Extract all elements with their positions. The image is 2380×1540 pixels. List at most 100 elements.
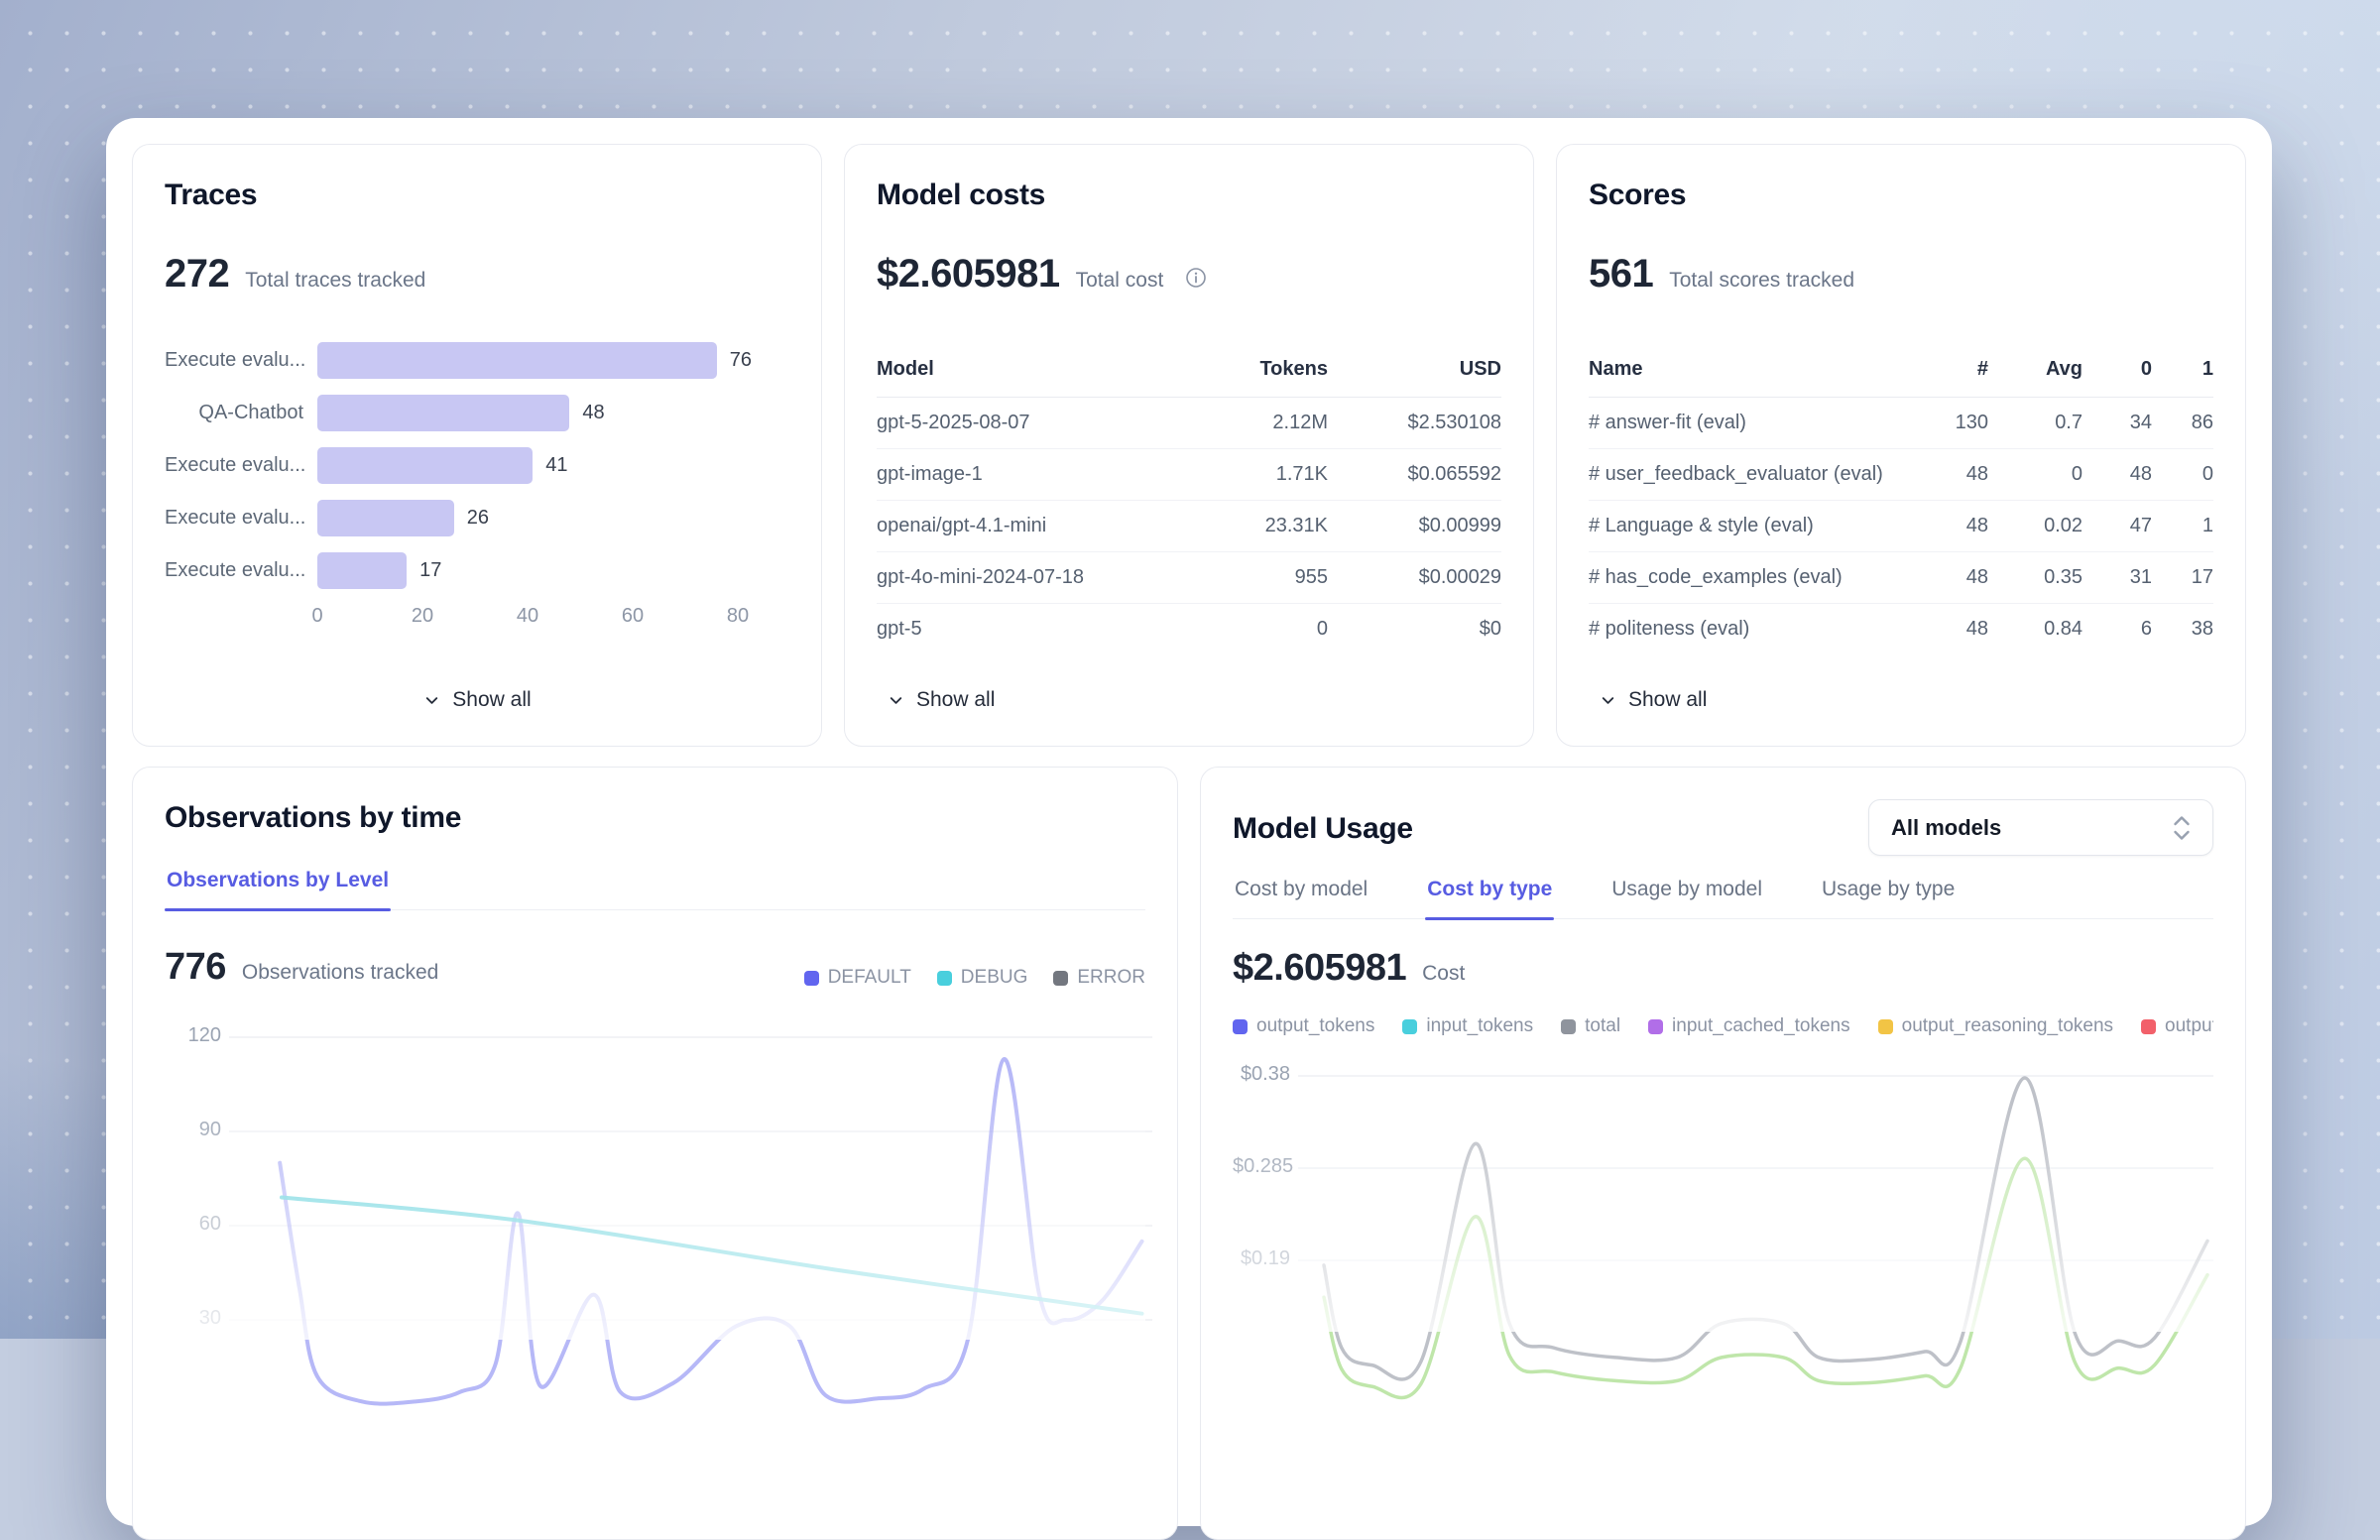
cell-name: # user_feedback_evaluator (eval) xyxy=(1589,463,1883,485)
cell-name: # has_code_examples (eval) xyxy=(1589,566,1843,588)
scores-title: Scores xyxy=(1589,178,1687,211)
col-model: Model xyxy=(877,358,934,380)
legend-item-debug: DEBUG xyxy=(936,967,1028,989)
legend-label: DEBUG xyxy=(960,967,1028,988)
y-axis-label: $0.19 xyxy=(1240,1247,1290,1269)
bar xyxy=(317,552,408,589)
cell-usd: $0.00999 xyxy=(1418,515,1501,536)
show-all-button[interactable]: Show all xyxy=(422,688,532,712)
cell-avg: 0.35 xyxy=(2044,566,2082,588)
model-usage-header: Model Usage All models xyxy=(1233,797,2213,856)
model-usage-chart: $0.38 $0.285 $0.19 xyxy=(1233,1051,2213,1400)
chevron-down-icon xyxy=(890,696,902,704)
table-header: Name # Avg 0 1 xyxy=(1589,358,2213,398)
observations-legend: DEFAULT DEBUG ERROR xyxy=(803,967,1145,989)
model-costs-stat: $2.605981 Total cost xyxy=(877,252,1501,296)
model-select[interactable]: All models xyxy=(1868,799,2213,856)
tab-cost-by-model[interactable]: Cost by model xyxy=(1233,878,1369,918)
cell-tokens: 1.71K xyxy=(1275,463,1328,485)
cell-one: 86 xyxy=(2191,412,2213,433)
bar-row: Execute evalu... 26 xyxy=(165,500,789,536)
cell-zero: 48 xyxy=(2129,463,2152,485)
table-row: # answer-fit (eval) 130 0.7 34 86 xyxy=(1589,398,2213,449)
cell-tokens: 2.12M xyxy=(1272,412,1328,433)
table-row: gpt-image-1 1.71K $0.065592 xyxy=(877,449,1501,501)
cell-tokens: 955 xyxy=(1294,566,1328,588)
bar xyxy=(317,395,570,431)
line-series-total xyxy=(1322,1076,2209,1381)
table-row: gpt-5 0 $0 xyxy=(877,604,1501,654)
tab-cost-by-type[interactable]: Cost by type xyxy=(1425,878,1555,920)
legend-item-output-tokens: output_tokens xyxy=(1233,1015,1374,1037)
cell-zero: 6 xyxy=(2140,618,2152,640)
cell-name: # Language & style (eval) xyxy=(1589,515,1814,536)
legend-label: output xyxy=(2165,1015,2213,1036)
observations-stat: 776 Observations tracked xyxy=(165,946,438,989)
traces-stat-label: Total traces tracked xyxy=(245,269,426,292)
cell-count: 48 xyxy=(1965,566,1988,588)
top-row: Traces 272 Total traces tracked Execute … xyxy=(132,144,2246,747)
y-axis-label: 90 xyxy=(198,1119,221,1140)
bar-category-label: Execute evalu... xyxy=(165,559,306,581)
model-usage-stat: $2.605981 Cost xyxy=(1233,947,2213,990)
info-icon[interactable] xyxy=(1185,267,1207,289)
model-costs-title: Model costs xyxy=(877,178,1046,211)
bar-category-label: QA-Chatbot xyxy=(198,402,303,423)
cell-zero: 31 xyxy=(2129,566,2152,588)
legend-label: DEFAULT xyxy=(827,967,911,988)
bar-category-label: Execute evalu... xyxy=(165,507,306,529)
x-axis-tick: 40 xyxy=(516,605,539,627)
cell-one: 0 xyxy=(2202,463,2213,485)
cell-zero: 34 xyxy=(2129,412,2152,433)
x-axis-tick: 0 xyxy=(311,605,323,627)
model-costs-stat-number: $2.605981 xyxy=(877,252,1060,296)
legend-label: output_reasoning_tokens xyxy=(1901,1015,2114,1036)
x-axis: 0 20 40 60 80 xyxy=(311,605,749,633)
tab-observations-by-level[interactable]: Observations by Level xyxy=(165,869,392,911)
legend-label: total xyxy=(1585,1015,1621,1036)
legend-swatch xyxy=(1561,1018,1577,1034)
legend-item-input-tokens: input_tokens xyxy=(1402,1015,1533,1037)
table-row: # has_code_examples (eval) 48 0.35 31 17 xyxy=(1589,552,2213,604)
y-axis-label: 60 xyxy=(198,1213,221,1235)
legend-swatch xyxy=(1402,1018,1418,1034)
cell-one: 17 xyxy=(2191,566,2213,588)
cell-name: # answer-fit (eval) xyxy=(1589,412,1746,433)
table-row: # Language & style (eval) 48 0.02 47 1 xyxy=(1589,501,2213,552)
y-axis-label: $0.38 xyxy=(1240,1063,1290,1085)
show-all-wrap: Show all xyxy=(877,688,1501,712)
col-count: # xyxy=(1976,358,1988,380)
x-axis-tick: 60 xyxy=(621,605,645,627)
tab-usage-by-type[interactable]: Usage by type xyxy=(1820,878,1957,918)
bar-row: QA-Chatbot 48 xyxy=(165,395,789,431)
show-all-label: Show all xyxy=(916,688,996,711)
y-axis-label: 120 xyxy=(187,1024,221,1046)
legend-label: ERROR xyxy=(1077,967,1145,988)
col-one: 1 xyxy=(2202,358,2213,380)
bar-value: 76 xyxy=(729,349,753,371)
cell-usd: $0 xyxy=(1479,618,1501,640)
bar-value: 26 xyxy=(466,507,490,529)
cell-tokens: 0 xyxy=(1316,618,1328,640)
model-usage-stat-number: $2.605981 xyxy=(1233,947,1407,989)
bar-category-label: Execute evalu... xyxy=(165,349,306,371)
observations-stat-label: Observations tracked xyxy=(241,961,439,984)
dashboard-container: Traces 272 Total traces tracked Execute … xyxy=(106,118,2272,1540)
observations-title: Observations by time xyxy=(165,801,462,834)
tab-usage-by-model[interactable]: Usage by model xyxy=(1609,878,1764,918)
legend-swatch xyxy=(936,970,952,986)
scores-card: Scores 561 Total scores tracked Name # A… xyxy=(1556,144,2246,747)
col-tokens: Tokens xyxy=(1259,358,1328,380)
line-series-input xyxy=(1322,1156,2209,1400)
show-all-button[interactable]: Show all xyxy=(887,688,995,712)
show-all-button[interactable]: Show all xyxy=(1599,688,1707,712)
legend-label: input_tokens xyxy=(1426,1015,1534,1036)
bar-value: 48 xyxy=(582,402,605,423)
traces-stat: 272 Total traces tracked xyxy=(165,252,789,296)
bar-category-label: Execute evalu... xyxy=(165,454,306,476)
scores-stat-label: Total scores tracked xyxy=(1669,269,1854,292)
model-usage-legend: output_tokens input_tokens total input_c… xyxy=(1233,1015,2213,1037)
cell-usd: $0.00029 xyxy=(1418,566,1501,588)
x-axis-tick: 80 xyxy=(726,605,750,627)
bottom-row: Observations by time Observations by Lev… xyxy=(132,767,2246,1540)
